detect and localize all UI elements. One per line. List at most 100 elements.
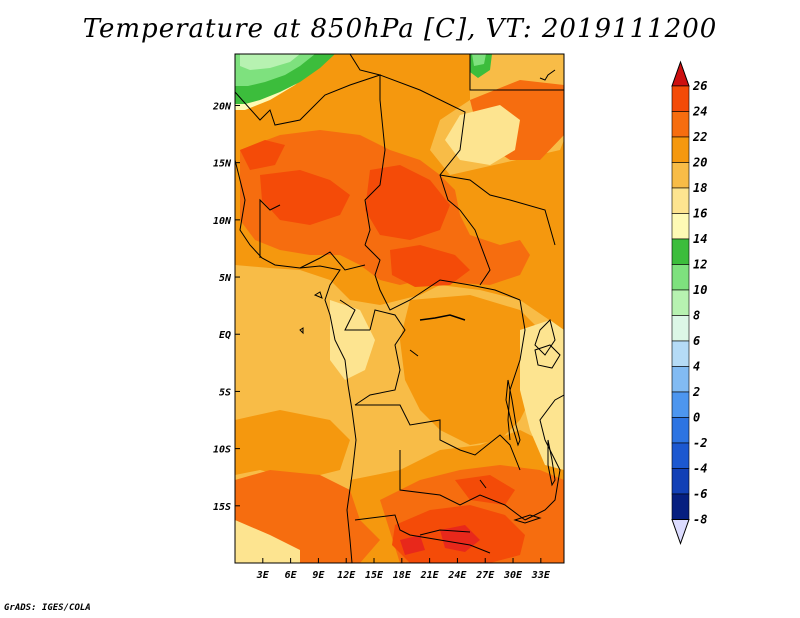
colorbar [671, 60, 690, 545]
lake-malawi [547, 439, 556, 487]
border-segment [349, 54, 381, 76]
temp-region-20-22 [235, 410, 350, 480]
colorbar-level-label: 26 [692, 79, 707, 93]
longitude-labels: 3E 6E 9E 12E 15E 18E 21E 24E 27E 30E 33E [256, 570, 551, 581]
colorbar-swatch [671, 442, 690, 469]
border-segment [364, 244, 521, 311]
border-segment [259, 198, 281, 258]
colorbar-swatch [671, 85, 690, 112]
lat-tick-label: 10N [213, 216, 232, 227]
temp-region-8-10 [240, 54, 300, 70]
temp-region-24-26 [365, 165, 450, 240]
axis-ticks [235, 104, 542, 563]
temperature-field [235, 54, 564, 563]
colorbar-level-label: 2 [692, 385, 700, 399]
colorbar-level-label: 0 [693, 411, 700, 425]
colorbar-level-label: 24 [692, 105, 707, 119]
colorbar-level-label: 22 [692, 130, 707, 144]
temp-region-above-26 [400, 535, 425, 555]
border-segment [459, 209, 491, 286]
border-segment [524, 394, 564, 521]
temp-region-20-22 [400, 295, 540, 445]
lon-tick-label: 12E [337, 570, 356, 581]
border-segment [355, 404, 521, 471]
colorbar-swatch [671, 340, 690, 367]
border-segment [354, 514, 491, 554]
colorbar-level-label: 12 [693, 258, 707, 272]
lat-tick-label: 15N [213, 159, 232, 170]
lat-tick-label: 5S [219, 387, 231, 398]
border-segment [339, 299, 370, 331]
border-segment [534, 319, 556, 356]
colorbar-swatch [671, 213, 690, 240]
lat-tick-label: 20N [212, 101, 232, 112]
colorbar-level-label: -8 [693, 513, 707, 527]
colorbar-swatch [671, 315, 690, 342]
credit-text: GrADS: IGES/COLA [4, 603, 91, 613]
colorbar-swatch [671, 187, 690, 214]
lake-tanganyika [505, 379, 521, 447]
temp-region-16-18 [520, 320, 564, 470]
lon-tick-label: 24E [447, 570, 467, 581]
colorbar-swatch [671, 162, 690, 189]
border-segment [469, 54, 564, 91]
lat-tick-label: EQ [219, 330, 231, 341]
lat-tick-label: 15S [213, 502, 231, 513]
temp-region-16-18 [235, 520, 300, 563]
temp-region-10-12 [472, 54, 486, 66]
colorbar-level-label: 6 [693, 334, 700, 348]
colorbar-arrow-top [671, 60, 690, 87]
colorbar-swatch [671, 366, 690, 393]
border-segment [419, 529, 471, 536]
colorbar-swatch [671, 468, 690, 495]
colorbar-swatch [671, 111, 690, 138]
colorbar-level-label: 8 [693, 309, 700, 323]
border-segment [299, 251, 366, 271]
border-segment [399, 450, 526, 521]
border-segment [354, 309, 406, 406]
lake-victoria [534, 344, 561, 369]
colorbar-level-label: 4 [693, 360, 700, 374]
colorbar-level-label: -2 [693, 436, 707, 450]
lon-tick-label: 18E [393, 570, 412, 581]
colorbar-swatch [671, 136, 690, 163]
lon-tick-label: 15E [365, 570, 384, 581]
border-segment [507, 299, 526, 441]
lon-tick-label: 27E [475, 570, 495, 581]
colorbar-level-label: -6 [693, 487, 707, 501]
temp-region-24-26 [390, 245, 470, 287]
colorbar-swatch [671, 238, 690, 265]
colorbar-swatch [671, 264, 690, 291]
island-sao-tome [299, 327, 304, 335]
coastline-west-africa [235, 159, 357, 563]
border-segment [379, 74, 466, 211]
colorbar-level-label: 14 [693, 232, 707, 246]
colorbar-swatch [671, 417, 690, 444]
colorbar-level-label: 20 [692, 156, 707, 170]
temp-region-24-26 [240, 140, 285, 170]
border-segment [235, 74, 386, 246]
river-congo [419, 314, 466, 321]
temp-region-16-18 [330, 300, 375, 380]
colorbar-swatch [671, 289, 690, 316]
lat-tick-label: 5N [219, 273, 232, 284]
lon-tick-label: 9E [312, 570, 325, 581]
lon-tick-label: 3E [256, 570, 270, 581]
map-title: Temperature at 850hPa [C], VT: 201911120… [82, 14, 718, 44]
lon-tick-label: 33E [531, 570, 551, 581]
colorbar-level-label: 18 [693, 181, 707, 195]
temp-region-24-26 [260, 170, 350, 225]
east-coast [539, 69, 556, 81]
colorbar-arrow-bottom [671, 519, 690, 545]
colorbar-swatch [671, 391, 690, 418]
river-segment [479, 479, 487, 489]
river-segment [409, 349, 419, 357]
lat-tick-label: 10S [213, 445, 231, 456]
lon-tick-label: 6E [285, 570, 298, 581]
lon-tick-label: 21E [420, 570, 440, 581]
border-segment [439, 174, 556, 246]
colorbar-level-label: 16 [693, 207, 707, 221]
country-borders [235, 54, 564, 563]
